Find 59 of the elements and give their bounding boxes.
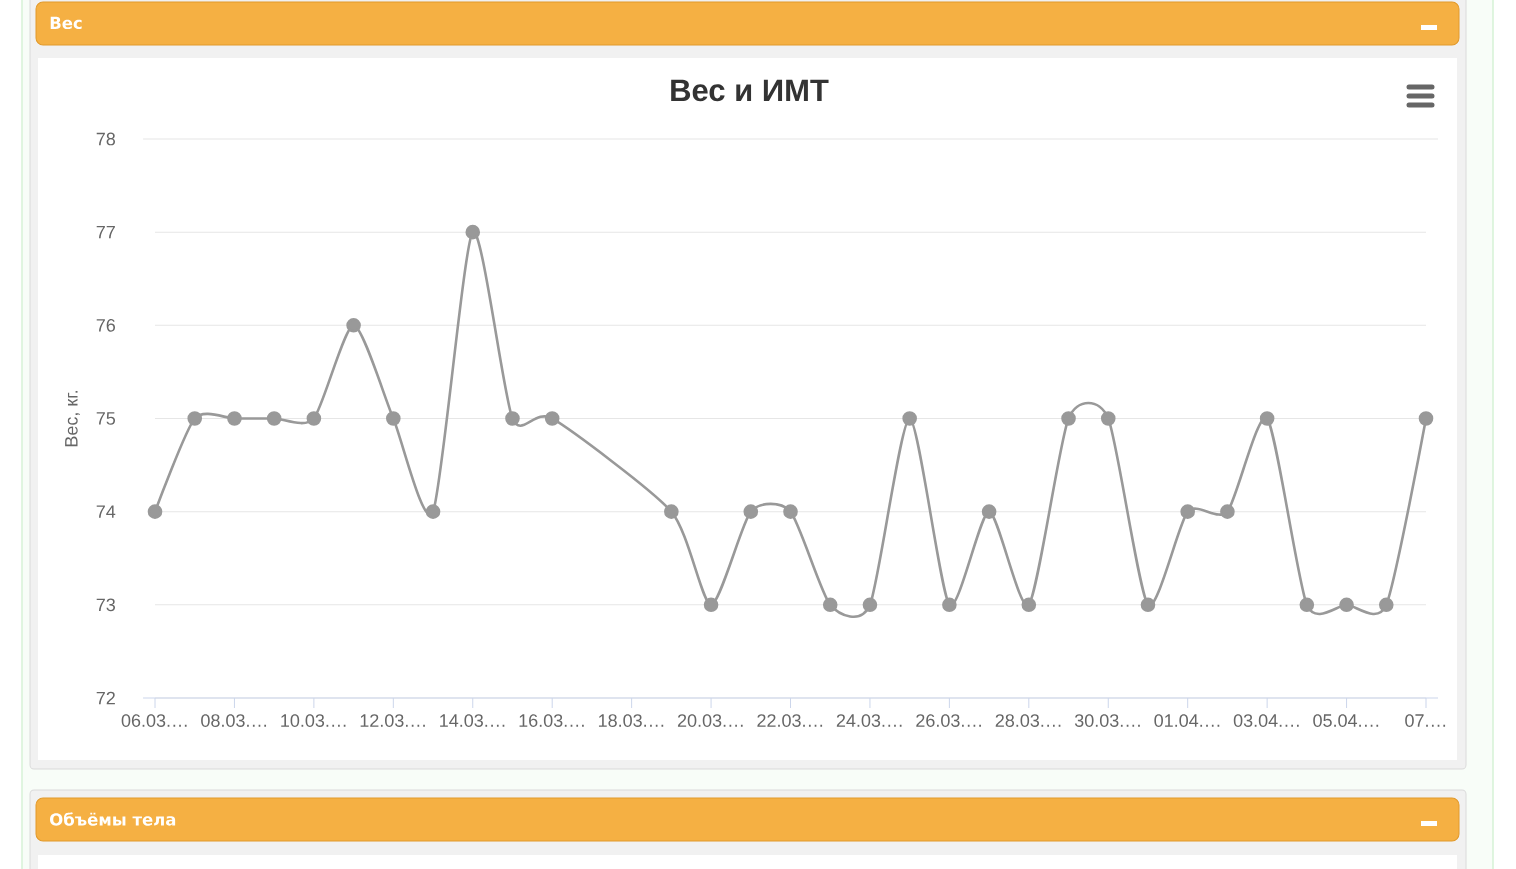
x-tick-label: 08.03.… [201, 714, 267, 727]
point [1418, 411, 1434, 426]
point [227, 411, 242, 426]
text: Объёмы тела [50, 812, 176, 826]
point [822, 597, 838, 613]
x-tick-label: 05.04.… [1313, 714, 1379, 727]
x-tick-label: 20.03.… [677, 714, 743, 727]
y-tick-label: 77 [96, 225, 115, 239]
text: Вес [50, 16, 82, 30]
chart-title: Вес и ИМТ [671, 79, 829, 102]
point [346, 318, 361, 333]
point [743, 504, 759, 519]
x-tick-label: 10.03.… [281, 714, 346, 727]
point [266, 411, 282, 426]
point [1061, 411, 1076, 426]
point [862, 597, 878, 613]
y-tick-label: 76 [96, 318, 116, 332]
point [1140, 597, 1156, 613]
point [306, 411, 322, 426]
point [1100, 411, 1116, 426]
x-tick-label: 22.03.… [757, 714, 823, 727]
point [386, 411, 401, 426]
y-tick-label: 78 [96, 132, 116, 146]
x-tick-label: 30.03.… [1074, 714, 1140, 727]
x-tick-label: 24.03.… [836, 714, 902, 727]
y-axis-title: Вес, кг. [65, 390, 80, 447]
point [544, 411, 560, 426]
x-tick-label: 12.03.… [360, 714, 425, 727]
point [1378, 597, 1394, 613]
point [187, 411, 203, 426]
x-tick-label: 18.03.… [598, 714, 664, 727]
x-tick-label: 16.03.… [519, 714, 584, 727]
x-tick-label: 14.03.… [440, 714, 505, 727]
point [1339, 597, 1354, 613]
point [942, 597, 957, 613]
point [1180, 504, 1195, 519]
point [981, 504, 997, 519]
y-tick-label: 73 [96, 598, 116, 612]
point [147, 504, 163, 519]
x-tick-label: 07.… [1405, 714, 1446, 727]
point [664, 504, 679, 519]
point [465, 224, 481, 240]
point [1220, 504, 1235, 519]
point [1259, 411, 1275, 426]
x-tick-label: 01.04.… [1154, 714, 1220, 727]
x-tick-label: 03.04.… [1233, 714, 1299, 727]
point [783, 504, 798, 519]
point [703, 597, 719, 613]
x-tick-label: 06.03.… [121, 714, 187, 727]
point [1021, 597, 1037, 613]
y-tick-label: 75 [96, 412, 116, 425]
x-tick-label: 28.03.… [995, 714, 1061, 727]
x-tick-label: 26.03.… [916, 714, 981, 727]
point [425, 504, 441, 519]
y-tick-label: 74 [96, 505, 116, 518]
point [902, 411, 917, 426]
point [1299, 597, 1315, 613]
y-tick-label: 72 [96, 691, 115, 705]
point [505, 411, 520, 426]
